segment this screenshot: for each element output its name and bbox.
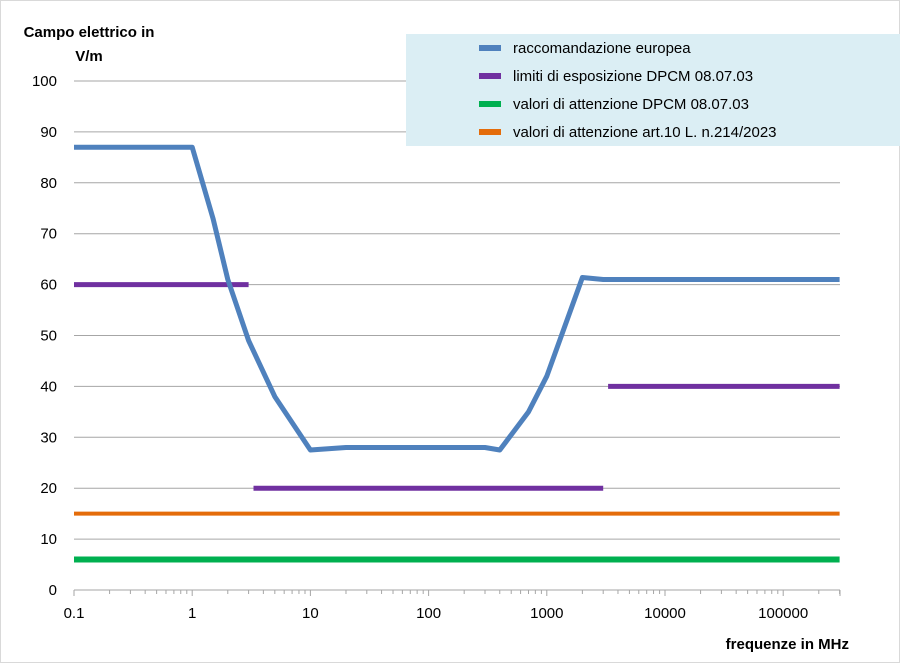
x-axis-label: frequenze in MHz (726, 636, 849, 653)
y-tick-label-70: 70 (40, 226, 57, 243)
series-0-segment-0 (74, 144, 840, 453)
y-tick-label-50: 50 (40, 328, 57, 345)
y-axis-label-line-2: V/m (75, 48, 103, 65)
legend-label-2: valori di attenzione DPCM 08.07.03 (513, 96, 749, 113)
y-tick-label-60: 60 (40, 277, 57, 294)
grid-layer (74, 80, 840, 540)
y-tick-label-10: 10 (40, 531, 57, 548)
y-axis-label: Campo elettrico in V/m (24, 24, 155, 65)
x-tick-label-1000: 1000 (530, 605, 563, 622)
x-tick-label-100000: 100000 (758, 605, 808, 622)
y-tick-label-100: 100 (32, 73, 57, 90)
legend-background (406, 34, 900, 146)
x-tick-label-0.1: 0.1 (64, 605, 85, 622)
legend-label-0: raccomandazione europea (513, 40, 691, 57)
y-tick-label-20: 20 (40, 480, 57, 497)
series-0 (74, 144, 840, 453)
series-layer (74, 144, 840, 563)
y-axis-label-line-1: Campo elettrico in (24, 24, 155, 41)
x-tick-label-100: 100 (416, 605, 441, 622)
x-tick-label-10: 10 (302, 605, 319, 622)
legend-label-3: valori di attenzione art.10 L. n.214/202… (513, 124, 777, 141)
y-tick-label-0: 0 (49, 582, 57, 599)
x-tick-label-1: 1 (188, 605, 196, 622)
y-tick-label-90: 90 (40, 124, 57, 141)
y-tick-label-80: 80 (40, 175, 57, 192)
x-tick-label-10000: 10000 (644, 605, 686, 622)
legend-label-1: limiti di esposizione DPCM 08.07.03 (513, 68, 753, 85)
y-tick-label-40: 40 (40, 378, 57, 395)
series-1 (74, 282, 840, 491)
y-tick-label-30: 30 (40, 429, 57, 446)
legend: raccomandazione europea limiti di esposiz… (406, 34, 900, 146)
axis-layer: 0 10 20 30 40 50 60 70 80 90 100 0.1 1 10 100 1000 10000… (32, 73, 841, 622)
